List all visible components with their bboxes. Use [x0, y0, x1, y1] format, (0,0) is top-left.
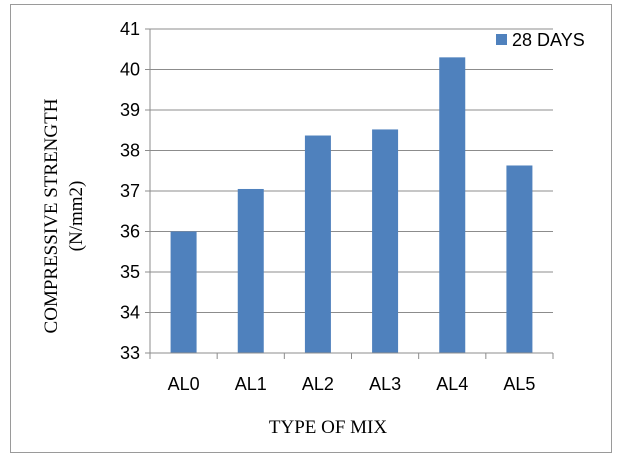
- bar-al2: [304, 135, 331, 353]
- x-axis-title: TYPE OF MIX: [269, 417, 388, 438]
- y-tick-label-37: 37: [120, 181, 140, 201]
- x-tick-label-al0: AL0: [168, 374, 200, 394]
- x-tick-label-al3: AL3: [369, 374, 401, 394]
- y-tick-label-35: 35: [120, 262, 140, 282]
- bar-al1: [237, 188, 264, 353]
- legend: 28 DAYS: [496, 30, 585, 50]
- bar-al5: [506, 165, 533, 353]
- legend-swatch-28-days: [496, 34, 507, 45]
- y-tick-label-41: 41: [120, 19, 140, 39]
- y-axis-title-line1: COMPRESSIVE STRENGTH: [41, 98, 62, 333]
- bars: [170, 57, 533, 353]
- y-tick-label-36: 36: [120, 222, 140, 242]
- x-tick-label-al4: AL4: [436, 374, 468, 394]
- bar-al0: [170, 231, 197, 353]
- x-tick-labels: AL0 AL1 AL2 AL3 AL4 AL5: [168, 374, 536, 394]
- y-tick-label-40: 40: [120, 60, 140, 80]
- bar-al4: [439, 57, 466, 353]
- y-tick-labels: 33 34 35 36 37 38 39 40 41: [120, 19, 140, 363]
- x-tick-label-al1: AL1: [235, 374, 267, 394]
- y-tick-label-34: 34: [120, 303, 140, 323]
- y-tick-label-33: 33: [120, 343, 140, 363]
- y-axis-title-line2: (N/mm2): [66, 181, 87, 252]
- y-axis-title-group: COMPRESSIVE STRENGTH (N/mm2): [41, 98, 87, 333]
- grid-lines: [145, 28, 553, 354]
- bar-al3: [372, 129, 399, 353]
- axes: [149, 29, 554, 359]
- y-tick-label-39: 39: [120, 100, 140, 120]
- x-tick-label-al2: AL2: [302, 374, 334, 394]
- x-tick-label-al5: AL5: [503, 374, 535, 394]
- legend-label-28-days: 28 DAYS: [512, 30, 585, 50]
- y-tick-label-38: 38: [120, 141, 140, 161]
